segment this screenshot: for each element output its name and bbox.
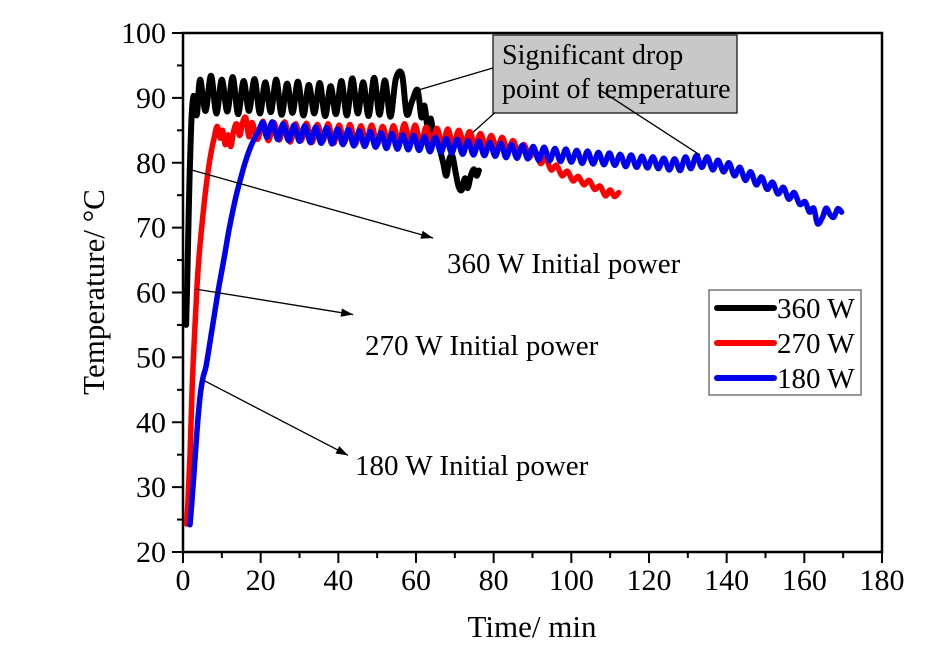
y-tick-label: 100 [121,17,166,50]
x-tick-label: 180 [860,564,905,597]
x-tick-label: 20 [246,564,276,597]
x-tick-label: 160 [782,564,827,597]
annotation-arrowhead [420,230,434,239]
y-tick-label: 90 [136,82,166,115]
annotation-arrow-line [202,379,349,456]
y-tick-label: 30 [136,471,166,504]
significant-drop-text-line1: Significant drop [502,40,683,71]
legend-label-270w: 270 W [777,328,855,360]
annotation-arrow-line [196,288,354,316]
significant-drop-text-line2: point of temperature [502,74,731,105]
x-axis-title: Time/ min [468,609,597,644]
annotation-arrow-line [188,168,434,239]
x-tick-label: 0 [176,564,191,597]
significant-drop-callout-line [599,89,701,156]
x-tick-label: 60 [401,564,431,597]
x-tick-label: 80 [479,564,509,597]
y-axis-title: Temperature/ °C [76,189,111,395]
y-tick-label: 20 [136,536,166,569]
annotation-arrowhead [335,446,349,456]
y-tick-label: 60 [136,277,166,310]
legend-label-360w: 360 W [777,293,855,325]
y-tick-label: 70 [136,212,166,245]
plot-area: 0 20 40 60 80 100 120 140 160 180 20 30 40 50 60 70 80 90… [121,17,905,597]
annotation-arrowhead [340,308,354,317]
x-tick-label: 120 [627,564,672,597]
x-tick-label: 140 [704,564,749,597]
y-tick-label: 40 [136,406,166,439]
series-line-180-w [187,119,845,528]
significant-drop-callout-line [472,112,496,133]
legend-label-180w: 180 W [777,363,855,395]
significant-drop-callout-line [417,67,494,91]
series-line-360-w [183,68,482,328]
y-tick-label: 80 [136,147,166,180]
annotation-360w-initial-power: 360 W Initial power [447,248,681,280]
annotation-270w-initial-power: 270 W Initial power [365,330,599,362]
legend: 360 W 270 W 180 W [708,289,862,396]
y-tick-label: 50 [136,341,166,374]
x-tick-label: 40 [323,564,353,597]
annotation-180w-initial-power: 180 W Initial power [355,450,589,482]
x-tick-label: 100 [549,564,594,597]
callout-lines [188,67,701,456]
